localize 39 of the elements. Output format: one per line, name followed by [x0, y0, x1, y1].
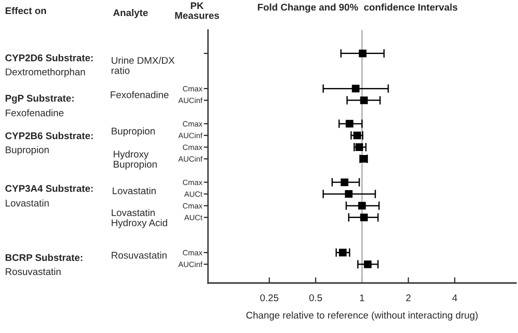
text: Lovastatin: [112, 187, 156, 194]
text: PgP Substrate:: [6, 94, 74, 104]
text: Rosuvastatin: [112, 252, 167, 259]
text: Bupropion: [6, 146, 49, 156]
point: [346, 120, 354, 128]
text: Fexofenadine: [6, 109, 64, 116]
text: Lovastatin: [6, 199, 49, 207]
point: [340, 178, 348, 186]
point: [338, 248, 347, 256]
point: [358, 50, 366, 58]
text: Lovastatin Hydroxy Acid: [112, 208, 168, 228]
point: [353, 132, 361, 140]
text: BCRP Substrate:: [6, 254, 82, 262]
text: Analyte: [113, 9, 148, 18]
x-tick-label: 0.5: [309, 294, 322, 302]
text: Dextromethorphan: [6, 68, 85, 78]
x-tick-label: 1: [360, 294, 364, 302]
text: Effect on: [6, 7, 46, 14]
x-tick-label: 4: [452, 294, 458, 302]
text: CYP2D6 Substrate:: [5, 54, 93, 62]
text: Bupropion: [112, 127, 155, 136]
text: Rosuvastatin: [6, 268, 61, 276]
point: [358, 202, 366, 210]
point: [360, 96, 368, 104]
text: Hydroxy Bupropion: [114, 150, 157, 170]
point: [344, 190, 353, 198]
x-axis-title: Change relative to reference (without interacting drug): [246, 312, 478, 321]
text: Fexofenadine: [110, 91, 168, 98]
x-tick-label: 0.25: [260, 294, 278, 302]
text: PK Measures: [175, 2, 220, 19]
point: [355, 143, 364, 151]
chart-title: Fold Change and 90% confidence Intervals: [258, 4, 458, 13]
text: Urine DMX/DX ratio: [112, 56, 175, 74]
point: [360, 214, 368, 222]
point: [352, 84, 360, 92]
text: CYP2B6 Substrate:: [5, 132, 93, 140]
point: [364, 260, 372, 268]
x-tick-label: 2: [406, 294, 411, 302]
text: CYP3A4 Substrate:: [5, 184, 93, 192]
